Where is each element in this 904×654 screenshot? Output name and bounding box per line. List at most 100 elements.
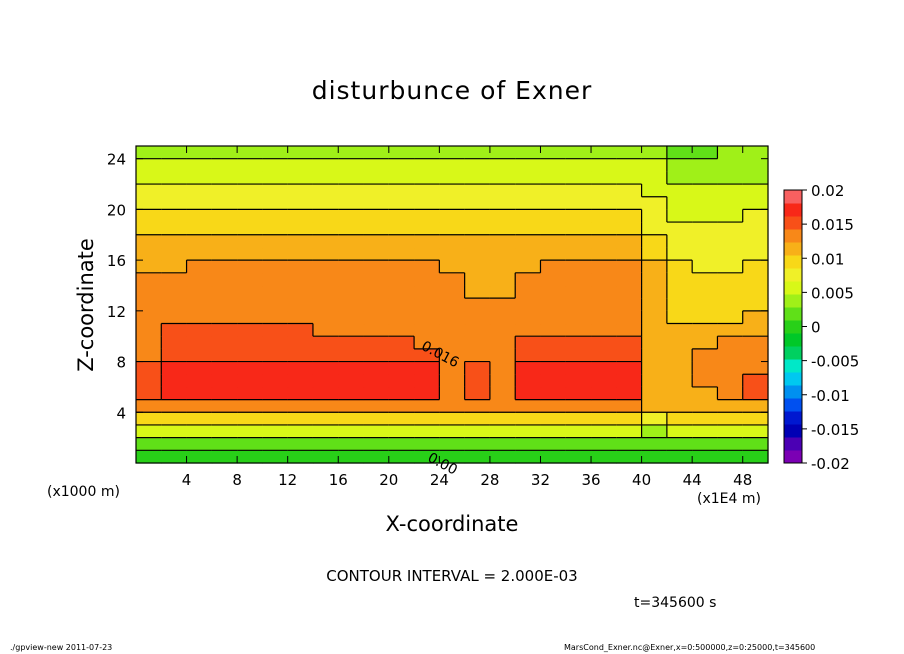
field-cell bbox=[363, 399, 390, 413]
y-axis-label: Z-coordinate bbox=[74, 238, 98, 372]
field-cell bbox=[717, 348, 744, 363]
field-cell bbox=[287, 196, 314, 210]
field-cell bbox=[312, 412, 339, 426]
field-cell bbox=[414, 361, 440, 375]
field-cell bbox=[464, 158, 491, 172]
field-cell bbox=[489, 260, 516, 274]
field-cell bbox=[439, 298, 466, 312]
field-cell bbox=[262, 374, 289, 388]
field-cell bbox=[692, 323, 719, 337]
field-cell bbox=[363, 310, 390, 325]
field-cell bbox=[439, 424, 466, 439]
field-cell bbox=[136, 158, 162, 172]
field-cell bbox=[237, 310, 263, 325]
field-cell bbox=[388, 146, 415, 160]
field-cell bbox=[161, 298, 188, 312]
field-cell bbox=[641, 222, 668, 236]
field-cell bbox=[363, 171, 390, 185]
field-cell bbox=[692, 310, 719, 325]
field-cell bbox=[439, 247, 466, 261]
field-cell bbox=[515, 184, 542, 198]
field-cell bbox=[540, 285, 567, 299]
field-cell bbox=[237, 386, 263, 401]
field-cell bbox=[439, 374, 466, 388]
field-cell bbox=[211, 272, 238, 287]
field-cell bbox=[717, 196, 744, 210]
field-cell bbox=[338, 361, 365, 375]
field-cell bbox=[363, 412, 390, 426]
field-cell bbox=[666, 260, 693, 274]
plot-border bbox=[135, 145, 769, 464]
field-cell bbox=[742, 184, 769, 198]
field-cell bbox=[591, 399, 617, 413]
field-cell bbox=[237, 412, 263, 426]
field-cell bbox=[388, 348, 415, 363]
field-cell bbox=[616, 336, 643, 350]
field-cell bbox=[616, 272, 643, 287]
field-cell bbox=[692, 361, 719, 375]
field-cell bbox=[287, 412, 314, 426]
field-cell bbox=[565, 260, 592, 274]
colorbar-tick-label: 0.01 bbox=[811, 250, 844, 268]
chart-title: disturbunce of Exner bbox=[311, 76, 593, 105]
colorbar-tick-label: -0.005 bbox=[811, 353, 859, 371]
field-cell bbox=[540, 171, 567, 185]
field-cell bbox=[565, 222, 592, 236]
field-cell bbox=[237, 361, 263, 375]
field-cell bbox=[515, 272, 542, 287]
field-cell bbox=[565, 361, 592, 375]
field-cell bbox=[489, 450, 516, 464]
field-cell bbox=[565, 348, 592, 363]
field-cell bbox=[616, 171, 643, 185]
field-cell bbox=[363, 146, 390, 160]
field-cell bbox=[338, 285, 365, 299]
x-tick-label: 16 bbox=[329, 471, 348, 489]
field-cell bbox=[565, 234, 592, 249]
field-cell bbox=[565, 437, 592, 451]
field-cell bbox=[540, 424, 567, 439]
field-cell bbox=[237, 272, 263, 287]
field-cell bbox=[136, 361, 162, 375]
field-cell bbox=[414, 260, 440, 274]
footer-right-text: MarsCond_Exner.nc@Exner,x=0:500000,z=0:2… bbox=[564, 643, 816, 652]
field-cell bbox=[666, 386, 693, 401]
field-cell bbox=[616, 196, 643, 210]
field-cell bbox=[591, 323, 617, 337]
colorbar-swatch bbox=[784, 424, 802, 438]
field-cell bbox=[641, 424, 668, 439]
field-cell bbox=[414, 247, 440, 261]
field-cell bbox=[717, 285, 744, 299]
field-cell bbox=[591, 158, 617, 172]
field-cell bbox=[262, 209, 289, 223]
field-cell bbox=[338, 247, 365, 261]
colorbar-swatch bbox=[784, 398, 802, 412]
field-cell bbox=[717, 209, 744, 223]
field-cell bbox=[717, 171, 744, 185]
field-cell bbox=[136, 146, 162, 160]
field-cell bbox=[565, 146, 592, 160]
field-cell bbox=[591, 348, 617, 363]
field-cell bbox=[540, 247, 567, 261]
field-cell bbox=[414, 424, 440, 439]
field-cell bbox=[692, 260, 719, 274]
field-cell bbox=[388, 234, 415, 249]
field-cell bbox=[211, 196, 238, 210]
field-cell bbox=[666, 412, 693, 426]
field-cell bbox=[515, 146, 542, 160]
field-cell bbox=[641, 171, 668, 185]
field-cell bbox=[742, 260, 769, 274]
field-cell bbox=[161, 234, 188, 249]
field-cell bbox=[489, 399, 516, 413]
field-cell bbox=[464, 272, 491, 287]
field-cell bbox=[515, 209, 542, 223]
field-cell bbox=[312, 247, 339, 261]
field-cell bbox=[489, 323, 516, 337]
field-cell bbox=[591, 361, 617, 375]
field-cell bbox=[388, 171, 415, 185]
field-cell bbox=[186, 399, 213, 413]
field-cell bbox=[312, 450, 339, 464]
field-cell bbox=[186, 323, 213, 337]
field-cell bbox=[565, 399, 592, 413]
field-cell bbox=[616, 234, 643, 249]
field-cell bbox=[237, 158, 263, 172]
